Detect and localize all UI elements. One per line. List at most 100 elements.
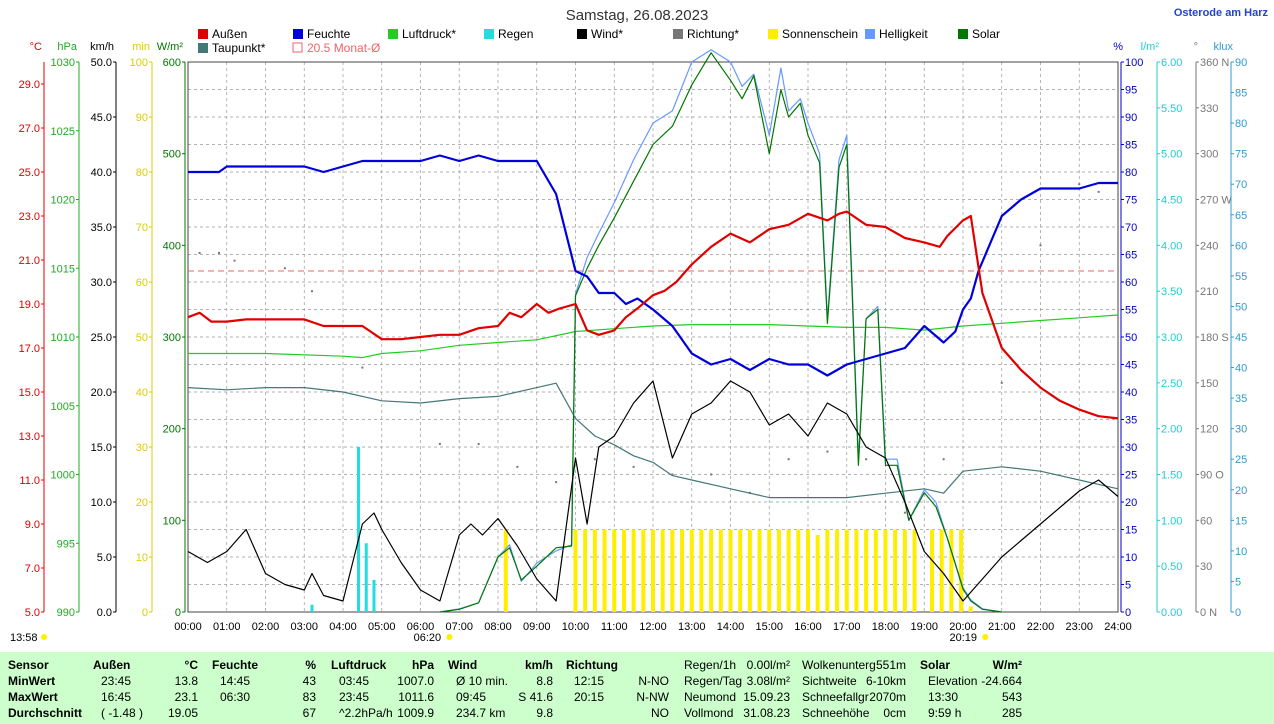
right-axis-tick-label: 90 [1125,112,1137,124]
right-axis-tick-label: 30 [1200,561,1212,573]
table-cell-time: 23:45 [339,690,370,704]
right-axis-tick-label: 35 [1235,393,1247,405]
sunshine-bar [835,529,840,612]
right-axis-tick-label: 50 [1125,332,1137,344]
dewpoint-line [187,382,1119,499]
left-axis-tick-label: 50.0 [91,57,112,69]
table-cell-time: 16:45 [101,690,132,704]
right-axis-tick-label: 15 [1125,525,1137,537]
left-axis-tick-label: 21.0 [19,255,40,267]
x-tick-label: 03:00 [290,621,318,633]
legend-swatch [673,29,683,39]
sunrise-icon [446,634,453,640]
sunshine-bar [699,529,704,612]
x-tick-label: 05:00 [368,621,396,633]
right-axis-tick-label: 50 [1235,301,1247,313]
left-axis-tick-label: 20 [136,497,148,509]
direction-point [865,458,868,461]
x-tick-label: 16:00 [794,621,822,633]
table-extra-label: Wolkenunterg [802,658,876,672]
table-cell-time: ^2.2hPa/h [339,706,393,720]
right-axis-tick-label: 270 W [1200,195,1232,207]
legend-swatch [768,29,778,39]
right-axis-tick-label: 25 [1235,454,1247,466]
x-tick-label: 12:00 [639,621,667,633]
table-cell-value: 83 [302,690,316,704]
direction-point [593,458,596,461]
table-extra-value: 6-10km [865,674,906,688]
table-cell-value: 23.1 [174,690,198,704]
solar-line [439,52,1002,613]
left-axis-tick-label: 29.0 [19,79,40,91]
direction-point [311,290,313,293]
right-axis-tick-label: 70 [1235,179,1247,191]
right-axis-tick-label: 70 [1125,222,1137,234]
left-axis-tick-label: 200 [163,424,181,436]
right-axis-tick-label: 60 [1125,277,1137,289]
table-extra-value: 0cm [883,706,906,720]
x-tick-label: 01:00 [213,621,241,633]
table-header: Feuchte [212,658,259,672]
sunshine-bar [641,529,646,612]
x-tick-label: 15:00 [755,621,783,633]
right-axis-tick-label: 0 [1125,607,1131,619]
direction-point [283,267,286,270]
direction-point [671,473,674,476]
sunshine-bar [883,529,888,612]
sunshine-bar [670,529,675,612]
table-extra-value: 31.08.23 [743,706,790,720]
sunshine-bar [747,529,752,612]
left-axis-tick-label: 45.0 [91,112,112,124]
x-tick-label: 10:00 [562,621,590,633]
left-axis-tick-label: 10 [136,552,148,564]
sunshine-bar [631,529,636,612]
right-axis-tick-label: 3.50 [1161,286,1182,298]
x-tick-label: 23:00 [1065,621,1093,633]
x-tick-label: 06:00 [407,621,435,633]
table-header: Außen [93,658,131,672]
left-axis-tick-label: 400 [163,240,181,252]
table-cell-time: 06:30 [220,690,251,704]
sunshine-bar [959,529,964,612]
x-tick-label: 20:00 [949,621,977,633]
x-tick-label: 19:00 [910,621,938,633]
left-axis-tick-label: 30 [136,442,148,454]
legend-label: Regen [498,27,533,41]
sunshine-bar [873,529,878,612]
table-cell-value: 43 [302,674,316,688]
right-axis-tick-label: 55 [1235,271,1247,283]
right-axis-tick-label: 330 [1200,103,1218,115]
table-cell-value: 1011.6 [398,690,434,704]
right-axis-tick-label: 15 [1235,515,1247,527]
sunshine-bar [709,529,714,612]
right-axis-tick-label: 10 [1125,552,1137,564]
left-axis-tick-label: 1030 [51,57,75,69]
table-extra-value: 2070m [869,690,906,704]
sunshine-bar [930,529,934,612]
direction-point [477,442,480,445]
right-axis-unit: ° [1194,41,1198,53]
left-axis-tick-label: 15.0 [19,387,40,399]
x-tick-label: 17:00 [833,621,861,633]
rain-bar [372,579,376,612]
right-axis-tick-label: 360 N [1200,57,1229,69]
left-axis-tick-label: 995 [57,538,75,550]
x-tick-label: 09:00 [523,621,551,633]
table-header: Luftdruck [331,658,387,672]
rain-bar [310,604,314,612]
left-axis-tick-label: 35.0 [91,222,112,234]
table-cell-time: 12:15 [574,674,605,688]
direction-point [632,465,635,468]
table-solar-label: Elevation [928,674,978,688]
table-header: Richtung [566,658,618,672]
right-axis-tick-label: 6.00 [1161,57,1182,69]
table-extra-value: 0.00l/m² [746,658,790,672]
direction-point [516,465,519,468]
right-axis-tick-label: 2.00 [1161,424,1182,436]
left-axis-tick-label: 15.0 [91,442,112,454]
legend-swatch [484,29,494,39]
left-axis-tick-label: 1000 [51,470,75,482]
brightness-line [439,49,1002,613]
table-cell-time: ( -1.48 ) [101,706,144,720]
legend-swatch [577,29,587,39]
